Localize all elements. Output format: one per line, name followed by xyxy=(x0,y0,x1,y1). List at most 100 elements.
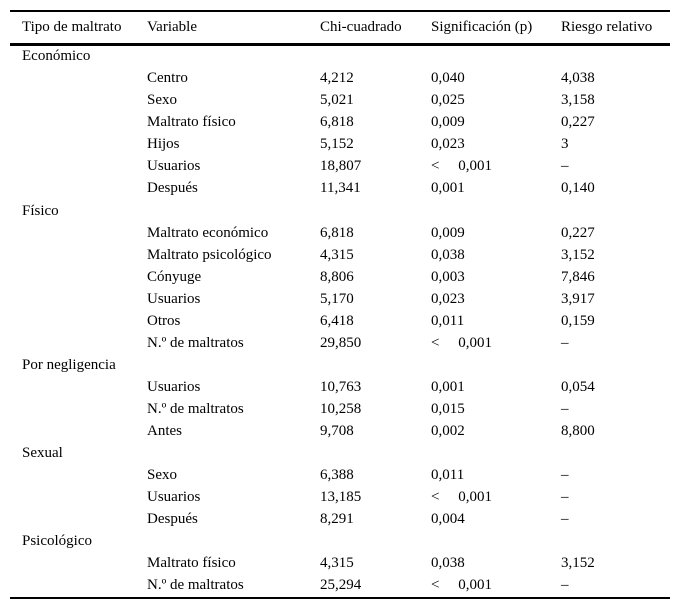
cell-significacion: 0,009 xyxy=(431,224,465,241)
cell-chi-cuadrado: 6,818 xyxy=(320,114,354,131)
group-row-sexual: Sexual xyxy=(10,443,670,465)
cell-chi-cuadrado: 10,763 xyxy=(320,378,362,395)
cell-variable: Después xyxy=(147,180,198,197)
cell-significacion: < 0,001 xyxy=(431,158,492,175)
cell-significacion: < 0,001 xyxy=(431,489,492,506)
cell-significacion: < 0,001 xyxy=(431,577,492,594)
cell-riesgo-relativo: 7,846 xyxy=(561,268,595,285)
group-label: Por negligencia xyxy=(22,356,116,373)
column-header-riesgo-relativo: Riesgo relativo xyxy=(561,18,653,35)
cell-variable: N.º de maltratos xyxy=(147,400,244,417)
cell-chi-cuadrado: 10,258 xyxy=(320,400,362,417)
cell-chi-cuadrado: 5,170 xyxy=(320,290,354,307)
data-row-centro: Centro 4,212 0,040 4,038 xyxy=(10,68,670,90)
cell-riesgo-relativo: 0,227 xyxy=(561,224,595,241)
data-row-maltrato-economico: Maltrato económico 6,818 0,009 0,227 xyxy=(10,222,670,244)
cell-riesgo-relativo: – xyxy=(561,334,569,351)
cell-chi-cuadrado: 8,806 xyxy=(320,268,354,285)
group-row-por-negligencia: Por negligencia xyxy=(10,354,670,376)
data-row-antes: Antes 9,708 0,002 8,800 xyxy=(10,420,670,442)
data-row-maltrato-fisico: Maltrato físico 6,818 0,009 0,227 xyxy=(10,112,670,134)
cell-significacion: 0,002 xyxy=(431,423,465,439)
cell-riesgo-relativo: – xyxy=(561,467,569,484)
group-label: Físico xyxy=(22,202,59,219)
cell-variable: Sexo xyxy=(147,92,177,109)
cell-significacion: 0,040 xyxy=(431,70,465,87)
cell-riesgo-relativo: 4,038 xyxy=(561,70,595,87)
cell-riesgo-relativo: 3,152 xyxy=(561,246,595,263)
cell-chi-cuadrado: 4,315 xyxy=(320,555,354,572)
cell-chi-cuadrado: 5,021 xyxy=(320,92,354,109)
cell-significacion: 0,004 xyxy=(431,511,465,528)
group-label: Económico xyxy=(22,48,91,65)
cell-significacion: 0,003 xyxy=(431,268,465,285)
cell-significacion: 0,001 xyxy=(431,180,465,197)
data-row-usuarios: Usuarios 10,763 0,001 0,054 xyxy=(10,376,670,398)
cell-significacion: 0,011 xyxy=(431,467,465,484)
data-row-usuarios: Usuarios 13,185 < 0,001 – xyxy=(10,487,670,509)
cell-chi-cuadrado: 4,315 xyxy=(320,246,354,263)
cell-chi-cuadrado: 4,212 xyxy=(320,70,354,87)
data-row-usuarios: Usuarios 18,807 < 0,001 – xyxy=(10,156,670,178)
data-row-hijos: Hijos 5,152 0,023 3 xyxy=(10,134,670,156)
header-body-rule xyxy=(10,43,670,46)
cell-chi-cuadrado: 8,291 xyxy=(320,511,354,528)
cell-significacion: 0,023 xyxy=(431,136,465,153)
stats-table: Tipo de maltrato Variable Chi-cuadrado S… xyxy=(10,10,670,599)
cell-variable: Maltrato económico xyxy=(147,224,269,241)
cell-chi-cuadrado: 13,185 xyxy=(320,489,362,506)
cell-variable: Después xyxy=(147,511,198,528)
group-label: Psicológico xyxy=(22,533,92,550)
data-row-n-de-maltratos: N.º de maltratos 29,850 < 0,001 – xyxy=(10,332,670,354)
cell-riesgo-relativo: – xyxy=(561,489,569,506)
data-row-despues: Después 11,341 0,001 0,140 xyxy=(10,178,670,200)
column-header-significacion: Significación (p) xyxy=(431,18,533,35)
column-header-variable: Variable xyxy=(147,18,197,35)
cell-significacion: 0,023 xyxy=(431,290,465,307)
cell-variable: N.º de maltratos xyxy=(147,334,244,351)
cell-variable: Usuarios xyxy=(147,158,201,175)
cell-riesgo-relativo: 0,054 xyxy=(561,378,595,395)
cell-variable: Usuarios xyxy=(147,290,201,307)
cell-variable: Maltrato psicológico xyxy=(147,246,272,263)
cell-significacion: 0,011 xyxy=(431,312,465,329)
cell-riesgo-relativo: – xyxy=(561,511,569,528)
cell-riesgo-relativo: 3,152 xyxy=(561,555,595,572)
cell-riesgo-relativo: – xyxy=(561,400,569,417)
data-row-usuarios: Usuarios 5,170 0,023 3,917 xyxy=(10,288,670,310)
cell-variable: Sexo xyxy=(147,467,177,484)
group-label: Sexual xyxy=(22,445,63,462)
cell-chi-cuadrado: 25,294 xyxy=(320,577,362,594)
cell-chi-cuadrado: 5,152 xyxy=(320,136,354,153)
cell-significacion: 0,038 xyxy=(431,555,465,572)
cell-variable: Antes xyxy=(147,423,182,439)
cell-significacion: < 0,001 xyxy=(431,334,492,351)
cell-variable: Centro xyxy=(147,70,188,87)
cell-significacion: 0,025 xyxy=(431,92,465,109)
table-body: Económico Centro 4,212 0,040 4,038 Sexo 5,021 0… xyxy=(10,46,670,597)
data-row-maltrato-fisico: Maltrato físico 4,315 0,038 3,152 xyxy=(10,553,670,575)
cell-chi-cuadrado: 11,341 xyxy=(320,180,361,197)
data-row-otros: Otros 6,418 0,011 0,159 xyxy=(10,310,670,332)
data-row-despues: Después 8,291 0,004 – xyxy=(10,509,670,531)
data-row-sexo: Sexo 5,021 0,025 3,158 xyxy=(10,90,670,112)
group-row-psicologico: Psicológico xyxy=(10,531,670,553)
column-header-chi-cuadrado: Chi-cuadrado xyxy=(320,18,402,35)
cell-variable: Maltrato físico xyxy=(147,555,236,572)
cell-riesgo-relativo: – xyxy=(561,158,569,175)
cell-significacion: 0,038 xyxy=(431,246,465,263)
column-header-tipo-de-maltrato: Tipo de maltrato xyxy=(22,18,122,35)
cell-variable: Otros xyxy=(147,312,181,329)
cell-riesgo-relativo: 0,159 xyxy=(561,312,595,329)
data-row-maltrato-psicologico: Maltrato psicológico 4,315 0,038 3,152 xyxy=(10,244,670,266)
cell-riesgo-relativo: 3,917 xyxy=(561,290,595,307)
cell-riesgo-relativo: 3,158 xyxy=(561,92,595,109)
cell-riesgo-relativo: 3 xyxy=(561,136,569,153)
table-top-rule xyxy=(10,10,670,12)
table-header-row: Tipo de maltrato Variable Chi-cuadrado S… xyxy=(10,12,670,44)
data-row-n-de-maltratos: N.º de maltratos 10,258 0,015 – xyxy=(10,398,670,420)
data-row-conyuge: Cónyuge 8,806 0,003 7,846 xyxy=(10,266,670,288)
data-row-sexo: Sexo 6,388 0,011 – xyxy=(10,465,670,487)
cell-chi-cuadrado: 9,708 xyxy=(320,423,354,439)
